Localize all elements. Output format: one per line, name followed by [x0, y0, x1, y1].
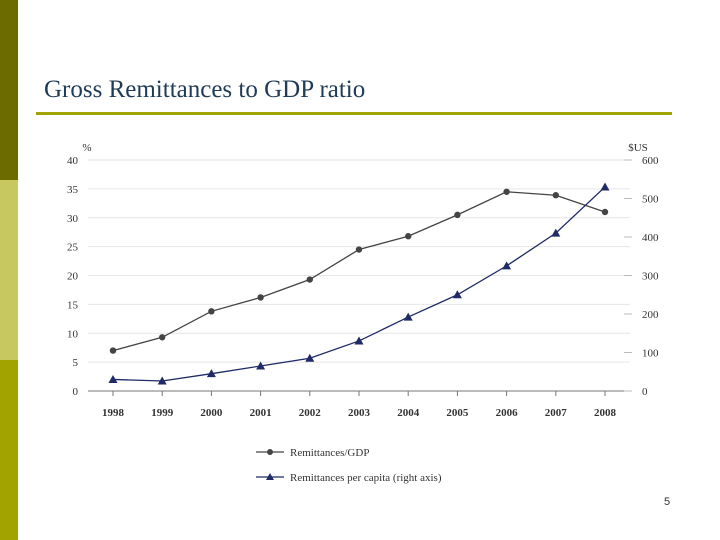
data-point-gdp — [159, 334, 166, 341]
data-point-capita — [403, 312, 413, 321]
right-tick-label: 200 — [642, 309, 659, 321]
x-tick-label: 1999 — [151, 407, 174, 419]
chart-grid — [88, 159, 630, 363]
right-tick-label: 100 — [642, 348, 659, 360]
x-tick-label: 2002 — [299, 407, 322, 419]
x-axis-ticks: 1998 1999 2000 2001 2002 2003 2004 2005 2006 2007… — [102, 391, 617, 419]
left-tick-label: 0 — [73, 386, 79, 398]
right-axis-ticks: 0 100 200 300 400 500 600 — [624, 155, 659, 398]
data-point-capita — [206, 369, 216, 378]
data-point-gdp — [454, 211, 461, 219]
x-tick-label: 2000 — [200, 407, 223, 419]
chart-legend: Remittances/GDP Remittances per capita (… — [256, 447, 442, 484]
chart-series — [108, 182, 610, 385]
data-point-gdp — [405, 233, 412, 240]
right-tick-label: 400 — [642, 232, 659, 244]
data-point-gdp — [355, 246, 363, 253]
data-point-capita — [600, 182, 610, 191]
title-underline — [36, 112, 672, 115]
data-point-gdp — [109, 347, 117, 354]
page-number: 5 — [664, 496, 671, 508]
data-point-capita — [108, 374, 118, 383]
left-tick-label: 35 — [67, 184, 79, 196]
left-tick-label: 20 — [67, 271, 79, 283]
left-tick-label: 25 — [67, 242, 79, 254]
left-tick-label: 5 — [73, 357, 79, 369]
data-point-capita — [157, 376, 167, 385]
data-point-capita — [502, 261, 512, 270]
accent-bar-top — [0, 0, 18, 180]
slide-title: Gross Remittances to GDP ratio — [44, 76, 366, 103]
x-tick-label: 2007 — [545, 407, 568, 419]
accent-bar-middle — [0, 180, 18, 360]
data-point-gdp — [306, 276, 313, 283]
data-point-capita — [452, 290, 462, 299]
right-tick-label: 500 — [642, 194, 659, 206]
x-tick-label: 1998 — [102, 407, 125, 419]
series-line-gdp — [112, 191, 606, 352]
data-point-capita — [305, 353, 315, 362]
data-point-gdp — [257, 294, 264, 301]
legend-marker-capita — [266, 473, 274, 480]
data-point-gdp — [503, 188, 510, 195]
left-tick-label: 15 — [67, 299, 79, 311]
right-axis-unit-label: $US — [628, 142, 648, 154]
right-tick-label: 300 — [642, 271, 659, 283]
x-tick-label: 2006 — [496, 407, 519, 419]
x-tick-label: 2004 — [397, 407, 420, 419]
data-point-capita — [551, 228, 561, 237]
left-tick-label: 40 — [67, 155, 79, 167]
right-tick-label: 0 — [642, 386, 648, 398]
left-tick-label: 30 — [67, 213, 79, 225]
x-tick-label: 2001 — [250, 407, 272, 419]
left-axis-unit-label: % — [82, 142, 91, 154]
data-point-capita — [354, 336, 364, 345]
accent-bar-bottom — [0, 360, 18, 540]
legend-label-gdp: Remittances/GDP — [290, 447, 369, 459]
right-tick-label: 600 — [642, 155, 659, 167]
x-tick-label: 2005 — [446, 407, 469, 419]
legend-label-capita: Remittances per capita (right axis) — [290, 472, 442, 484]
legend-marker-gdp — [267, 449, 273, 455]
data-point-gdp — [601, 208, 609, 216]
x-tick-label: 2003 — [348, 407, 371, 419]
left-axis-ticks: 0 5 10 15 20 25 30 35 40 — [67, 155, 79, 398]
left-tick-label: 10 — [67, 328, 79, 340]
series-line-capita — [112, 186, 606, 382]
data-point-gdp — [552, 192, 559, 199]
data-point-capita — [256, 361, 266, 370]
data-point-gdp — [208, 308, 215, 315]
x-tick-label: 2008 — [594, 407, 617, 419]
